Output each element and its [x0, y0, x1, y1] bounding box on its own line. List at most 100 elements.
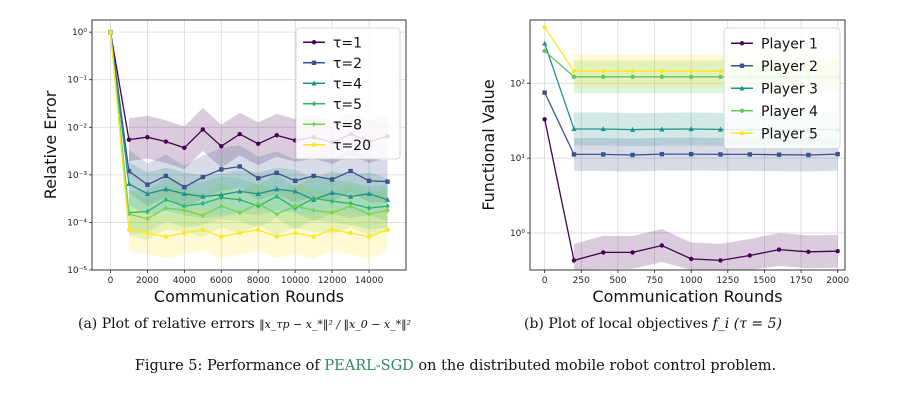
data-point: [835, 249, 840, 254]
data-point: [274, 133, 279, 138]
data-point: [601, 68, 606, 74]
legend-marker: [739, 63, 745, 68]
series-line: [109, 32, 388, 201]
data-point: [163, 173, 169, 179]
data-point: [659, 126, 665, 132]
data-point: [274, 186, 280, 192]
subcaption-b-expression: f_i (τ = 5): [712, 316, 782, 332]
data-point: [182, 203, 187, 209]
data-point: [659, 243, 665, 248]
x-tick-label: 14000: [355, 276, 384, 286]
data-point: [163, 197, 169, 203]
legend-box: [295, 27, 401, 160]
data-point: [200, 174, 206, 180]
data-point: [348, 203, 353, 209]
data-point: [182, 207, 187, 213]
series: [108, 29, 390, 190]
data-point: [163, 186, 169, 192]
series-line: [109, 32, 388, 214]
y-tick-label: 10⁻³: [67, 171, 87, 181]
series-line: [109, 32, 388, 220]
data-point: [718, 74, 723, 79]
data-point: [747, 152, 752, 157]
data-point: [542, 25, 547, 30]
data-point: [601, 152, 606, 157]
data-point: [630, 68, 635, 74]
x-tick-label: 0: [108, 276, 114, 286]
x-tick-label: 750: [646, 276, 663, 286]
data-point: [601, 250, 606, 255]
data-point: [776, 247, 782, 252]
data-point: [219, 203, 224, 209]
data-point: [126, 137, 132, 142]
x-tick-label: 2000: [136, 276, 159, 286]
data-point: [329, 189, 335, 195]
legend-box: [723, 27, 841, 149]
data-point: [274, 234, 279, 239]
data-point: [219, 195, 224, 201]
series: [542, 117, 840, 263]
method-name: PEARL-SGD: [324, 358, 414, 374]
data-point: [200, 200, 206, 207]
data-point: [145, 230, 150, 236]
data-point: [182, 185, 187, 190]
data-point: [163, 205, 169, 211]
data-point: [806, 152, 811, 158]
y-axis-label: Relative Error: [41, 90, 60, 199]
data-point: [688, 68, 694, 74]
x-tick-label: 6000: [210, 276, 233, 286]
legend-marker: [739, 85, 745, 91]
x-tick-label: 1250: [716, 276, 739, 286]
data-point: [688, 126, 694, 132]
x-tick-label: 8000: [247, 276, 270, 286]
data-point: [717, 126, 724, 132]
legend-marker: [311, 40, 317, 45]
data-point: [347, 193, 354, 199]
x-tick-label: 0: [542, 276, 548, 286]
legend-marker: [311, 101, 317, 107]
data-point: [237, 188, 243, 194]
y-tick-label: 10¹: [510, 154, 525, 164]
x-tick-label: 250: [573, 276, 590, 286]
legend-label: Player 3: [761, 81, 818, 97]
subcaption-a-label: (a) Plot of relative errors: [78, 316, 255, 332]
y-tick-label: 10⁻⁴: [67, 218, 87, 228]
data-point: [200, 227, 206, 232]
data-point: [366, 234, 372, 239]
data-point: [659, 151, 665, 157]
figure-caption-prefix: Figure 5: Performance of: [134, 358, 320, 374]
y-tick-label: 10⁻¹: [67, 76, 87, 86]
functional-value-chart: 0 250 500 750 1000 1250 1500 1750 2000 10² 10¹ 10⁰ C…: [479, 19, 849, 306]
data-point: [348, 200, 353, 207]
data-point: [126, 227, 132, 232]
data-point: [571, 126, 577, 132]
data-point: [385, 203, 390, 209]
legend-label: Player 5: [761, 126, 818, 142]
data-point: [571, 258, 577, 263]
legend-label: Player 4: [761, 104, 818, 120]
legend-label: τ=5: [333, 97, 362, 113]
legend-marker: [311, 60, 317, 65]
data-point: [571, 68, 577, 74]
legend-label: Player 1: [761, 36, 818, 52]
data-point: [182, 145, 187, 151]
data-point: [688, 74, 694, 79]
data-point: [163, 234, 169, 239]
x-tick-label: 12000: [318, 276, 347, 286]
data-point: [348, 230, 353, 236]
data-point: [292, 188, 298, 194]
data-point: [292, 230, 298, 236]
y-tick-label: 10⁻²: [67, 123, 87, 133]
x-tick-label: 500: [609, 276, 626, 286]
data-point: [385, 207, 390, 213]
data-point: [542, 117, 547, 122]
data-point: [256, 227, 261, 232]
data-point: [182, 230, 187, 236]
data-point: [776, 152, 782, 157]
data-point: [329, 177, 335, 182]
data-point: [385, 227, 390, 232]
data-point: [219, 234, 224, 239]
data-point: [126, 180, 132, 186]
data-point: [126, 168, 132, 174]
legend-marker: [739, 108, 745, 113]
